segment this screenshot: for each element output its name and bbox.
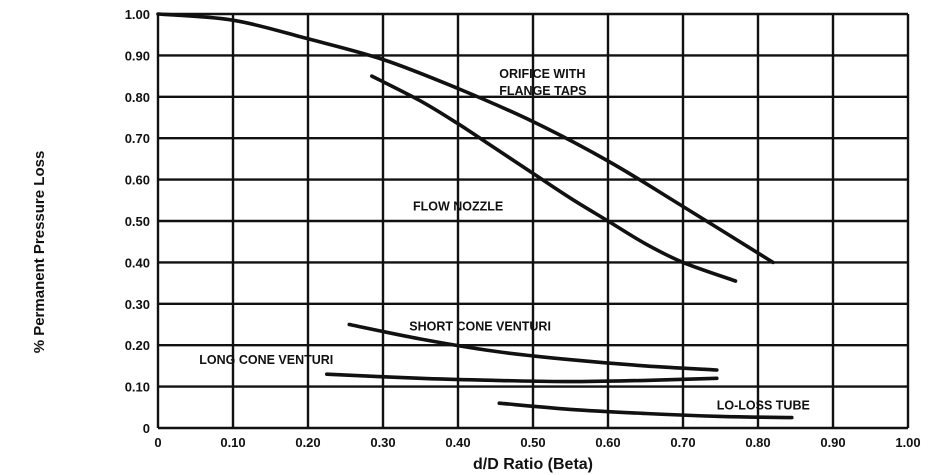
x-tick-label: 0.10 bbox=[220, 435, 245, 450]
x-tick-label: 0.90 bbox=[820, 435, 845, 450]
series-curve-3 bbox=[325, 372, 719, 384]
x-axis-title: d/D Ratio (Beta) bbox=[473, 456, 593, 473]
series-curve-1 bbox=[370, 74, 738, 283]
x-tick-label: 1.00 bbox=[895, 435, 920, 450]
y-tick-label: 0.70 bbox=[125, 131, 150, 146]
tick-labels: 0 0.10 0.20 0.30 0.40 0.50 0.60 0.70 0.80 0.90 1.0… bbox=[125, 7, 921, 450]
y-tick-label: 0.10 bbox=[125, 380, 150, 395]
grid bbox=[156, 12, 910, 430]
series-label-2: SHORT CONE VENTURI bbox=[409, 320, 551, 334]
series-curve-4 bbox=[497, 401, 794, 420]
y-tick-label: 0.80 bbox=[125, 90, 150, 105]
series-label-3: LONG CONE VENTURI bbox=[199, 353, 333, 367]
y-tick-label: 0.40 bbox=[125, 255, 150, 270]
x-tick-label: 0.20 bbox=[295, 435, 320, 450]
y-tick-label: 0.30 bbox=[125, 297, 150, 312]
y-tick-label: 0.60 bbox=[125, 173, 150, 188]
series-label-0: ORIFICE WITH bbox=[499, 67, 585, 81]
x-tick-label: 0.60 bbox=[595, 435, 620, 450]
series-labels: ORIFICE WITH FLANGE TAPS FLOW NOZZLE SHORT … bbox=[199, 67, 810, 412]
series-curve-2 bbox=[347, 322, 719, 372]
series-curves bbox=[156, 12, 794, 420]
x-tick-label: 0.80 bbox=[745, 435, 770, 450]
x-tick-label: 0.30 bbox=[370, 435, 395, 450]
series-label-4: LO-LOSS TUBE bbox=[717, 398, 810, 412]
y-axis-title: % Permanent Pressure Loss bbox=[31, 151, 48, 354]
y-tick-label: 0.50 bbox=[125, 214, 150, 229]
y-tick-label: 0.90 bbox=[125, 48, 150, 63]
x-tick-label: 0.70 bbox=[670, 435, 695, 450]
series-label-0: FLANGE TAPS bbox=[499, 84, 586, 98]
series-curve-0 bbox=[156, 12, 775, 265]
series-label-1: FLOW NOZZLE bbox=[413, 200, 503, 214]
x-tick-label: 0.40 bbox=[445, 435, 470, 450]
x-tick-label: 0 bbox=[154, 435, 161, 450]
x-tick-label: 0.50 bbox=[520, 435, 545, 450]
y-tick-label: 0.20 bbox=[125, 338, 150, 353]
y-tick-label: 0 bbox=[143, 421, 150, 436]
y-tick-label: 1.00 bbox=[125, 7, 150, 22]
